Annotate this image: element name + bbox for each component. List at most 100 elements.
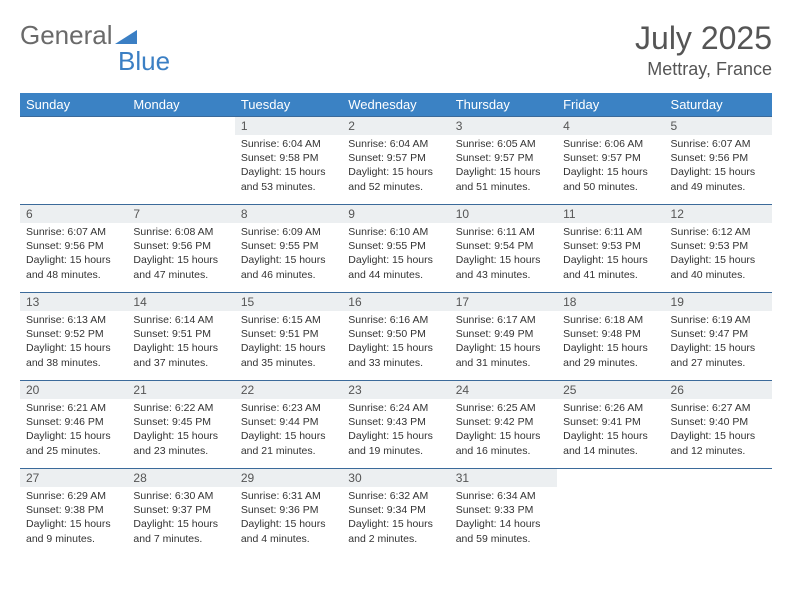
calendar-cell: 27Sunrise: 6:29 AMSunset: 9:38 PMDayligh…	[20, 469, 127, 557]
daylight-text: Daylight: 15 hours	[133, 429, 228, 443]
sunset-text: Sunset: 9:42 PM	[456, 415, 551, 429]
calendar-cell: 14Sunrise: 6:14 AMSunset: 9:51 PMDayligh…	[127, 293, 234, 381]
day-content: Sunrise: 6:04 AMSunset: 9:58 PMDaylight:…	[235, 135, 342, 198]
weekday-header: Monday	[127, 93, 234, 117]
sunset-text: Sunset: 9:46 PM	[26, 415, 121, 429]
day-content: Sunrise: 6:18 AMSunset: 9:48 PMDaylight:…	[557, 311, 664, 374]
sunrise-text: Sunrise: 6:12 AM	[671, 225, 766, 239]
day-number: 12	[665, 205, 772, 223]
sunrise-text: Sunrise: 6:05 AM	[456, 137, 551, 151]
day-number: 19	[665, 293, 772, 311]
sunrise-text: Sunrise: 6:09 AM	[241, 225, 336, 239]
calendar-cell: 7Sunrise: 6:08 AMSunset: 9:56 PMDaylight…	[127, 205, 234, 293]
sunrise-text: Sunrise: 6:16 AM	[348, 313, 443, 327]
day-content: Sunrise: 6:21 AMSunset: 9:46 PMDaylight:…	[20, 399, 127, 462]
daylight-text: Daylight: 15 hours	[133, 517, 228, 531]
daylight-text: Daylight: 15 hours	[133, 341, 228, 355]
sunset-text: Sunset: 9:58 PM	[241, 151, 336, 165]
daylight-text: Daylight: 15 hours	[348, 165, 443, 179]
day-content: Sunrise: 6:34 AMSunset: 9:33 PMDaylight:…	[450, 487, 557, 550]
daylight-text: and 27 minutes.	[671, 356, 766, 370]
daylight-text: Daylight: 15 hours	[241, 165, 336, 179]
sunrise-text: Sunrise: 6:11 AM	[456, 225, 551, 239]
day-number: 25	[557, 381, 664, 399]
daylight-text: Daylight: 15 hours	[671, 253, 766, 267]
day-number: 28	[127, 469, 234, 487]
day-content: Sunrise: 6:24 AMSunset: 9:43 PMDaylight:…	[342, 399, 449, 462]
daylight-text: and 49 minutes.	[671, 180, 766, 194]
calendar-cell: 18Sunrise: 6:18 AMSunset: 9:48 PMDayligh…	[557, 293, 664, 381]
calendar-cell: 4Sunrise: 6:06 AMSunset: 9:57 PMDaylight…	[557, 117, 664, 205]
daylight-text: and 12 minutes.	[671, 444, 766, 458]
sunrise-text: Sunrise: 6:19 AM	[671, 313, 766, 327]
sunset-text: Sunset: 9:47 PM	[671, 327, 766, 341]
sunset-text: Sunset: 9:36 PM	[241, 503, 336, 517]
calendar-row: 27Sunrise: 6:29 AMSunset: 9:38 PMDayligh…	[20, 469, 772, 557]
sunset-text: Sunset: 9:52 PM	[26, 327, 121, 341]
calendar-cell: 16Sunrise: 6:16 AMSunset: 9:50 PMDayligh…	[342, 293, 449, 381]
calendar-body: 1Sunrise: 6:04 AMSunset: 9:58 PMDaylight…	[20, 117, 772, 557]
weekday-header: Friday	[557, 93, 664, 117]
day-number: 5	[665, 117, 772, 135]
daylight-text: Daylight: 15 hours	[563, 253, 658, 267]
sunset-text: Sunset: 9:53 PM	[671, 239, 766, 253]
calendar-cell: 24Sunrise: 6:25 AMSunset: 9:42 PMDayligh…	[450, 381, 557, 469]
daylight-text: Daylight: 15 hours	[671, 429, 766, 443]
daylight-text: and 16 minutes.	[456, 444, 551, 458]
day-content: Sunrise: 6:30 AMSunset: 9:37 PMDaylight:…	[127, 487, 234, 550]
day-content: Sunrise: 6:11 AMSunset: 9:53 PMDaylight:…	[557, 223, 664, 286]
daylight-text: Daylight: 15 hours	[348, 517, 443, 531]
sunrise-text: Sunrise: 6:10 AM	[348, 225, 443, 239]
sunrise-text: Sunrise: 6:23 AM	[241, 401, 336, 415]
title-block: July 2025 Mettray, France	[635, 20, 772, 80]
daylight-text: and 48 minutes.	[26, 268, 121, 282]
sunset-text: Sunset: 9:51 PM	[241, 327, 336, 341]
daylight-text: Daylight: 15 hours	[456, 429, 551, 443]
daylight-text: and 7 minutes.	[133, 532, 228, 546]
sunrise-text: Sunrise: 6:06 AM	[563, 137, 658, 151]
day-content: Sunrise: 6:32 AMSunset: 9:34 PMDaylight:…	[342, 487, 449, 550]
day-number: 18	[557, 293, 664, 311]
calendar-cell: 19Sunrise: 6:19 AMSunset: 9:47 PMDayligh…	[665, 293, 772, 381]
day-number: 23	[342, 381, 449, 399]
daylight-text: Daylight: 15 hours	[241, 341, 336, 355]
daylight-text: and 33 minutes.	[348, 356, 443, 370]
daylight-text: and 40 minutes.	[671, 268, 766, 282]
day-number: 30	[342, 469, 449, 487]
daylight-text: and 50 minutes.	[563, 180, 658, 194]
daylight-text: and 14 minutes.	[563, 444, 658, 458]
sunrise-text: Sunrise: 6:34 AM	[456, 489, 551, 503]
sunrise-text: Sunrise: 6:21 AM	[26, 401, 121, 415]
daylight-text: and 52 minutes.	[348, 180, 443, 194]
calendar-cell	[665, 469, 772, 557]
day-number: 26	[665, 381, 772, 399]
day-content: Sunrise: 6:27 AMSunset: 9:40 PMDaylight:…	[665, 399, 772, 462]
sunrise-text: Sunrise: 6:29 AM	[26, 489, 121, 503]
calendar-cell: 23Sunrise: 6:24 AMSunset: 9:43 PMDayligh…	[342, 381, 449, 469]
calendar-cell: 20Sunrise: 6:21 AMSunset: 9:46 PMDayligh…	[20, 381, 127, 469]
day-content: Sunrise: 6:25 AMSunset: 9:42 PMDaylight:…	[450, 399, 557, 462]
sunrise-text: Sunrise: 6:08 AM	[133, 225, 228, 239]
sunrise-text: Sunrise: 6:27 AM	[671, 401, 766, 415]
day-number: 3	[450, 117, 557, 135]
sunrise-text: Sunrise: 6:26 AM	[563, 401, 658, 415]
day-content: Sunrise: 6:12 AMSunset: 9:53 PMDaylight:…	[665, 223, 772, 286]
day-number: 17	[450, 293, 557, 311]
calendar-cell: 13Sunrise: 6:13 AMSunset: 9:52 PMDayligh…	[20, 293, 127, 381]
daylight-text: and 51 minutes.	[456, 180, 551, 194]
day-content: Sunrise: 6:05 AMSunset: 9:57 PMDaylight:…	[450, 135, 557, 198]
sunrise-text: Sunrise: 6:25 AM	[456, 401, 551, 415]
weekday-header: Tuesday	[235, 93, 342, 117]
sunset-text: Sunset: 9:33 PM	[456, 503, 551, 517]
sunset-text: Sunset: 9:43 PM	[348, 415, 443, 429]
daylight-text: Daylight: 15 hours	[26, 517, 121, 531]
day-content: Sunrise: 6:16 AMSunset: 9:50 PMDaylight:…	[342, 311, 449, 374]
sunrise-text: Sunrise: 6:32 AM	[348, 489, 443, 503]
sunrise-text: Sunrise: 6:13 AM	[26, 313, 121, 327]
sunset-text: Sunset: 9:44 PM	[241, 415, 336, 429]
sunrise-text: Sunrise: 6:18 AM	[563, 313, 658, 327]
day-number: 7	[127, 205, 234, 223]
sunset-text: Sunset: 9:56 PM	[133, 239, 228, 253]
day-content: Sunrise: 6:22 AMSunset: 9:45 PMDaylight:…	[127, 399, 234, 462]
daylight-text: Daylight: 15 hours	[348, 341, 443, 355]
